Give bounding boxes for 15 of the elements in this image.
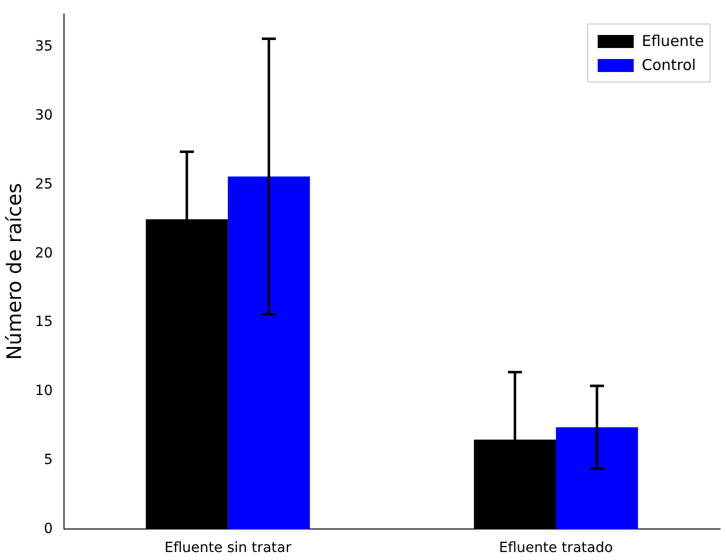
y-tick-label: 5	[44, 452, 53, 468]
bar	[556, 427, 638, 530]
x-tick-label: Efluente tratado	[498, 540, 613, 556]
legend-label: Efluente	[642, 32, 704, 50]
y-tick-label: 25	[34, 176, 53, 192]
y-tick-label: 0	[44, 520, 53, 537]
y-tick-label: 15	[34, 314, 53, 330]
y-tick-label: 35	[34, 38, 53, 55]
y-tick-label: 10	[34, 383, 53, 400]
y-tick-label: 30	[34, 108, 53, 124]
y-axis-title: Número de raíces	[2, 183, 26, 360]
x-tick-label: Efluente sin tratar	[164, 540, 292, 556]
y-tick-label: 20	[34, 245, 53, 262]
legend-label: Control	[642, 56, 696, 74]
bar	[228, 176, 310, 530]
